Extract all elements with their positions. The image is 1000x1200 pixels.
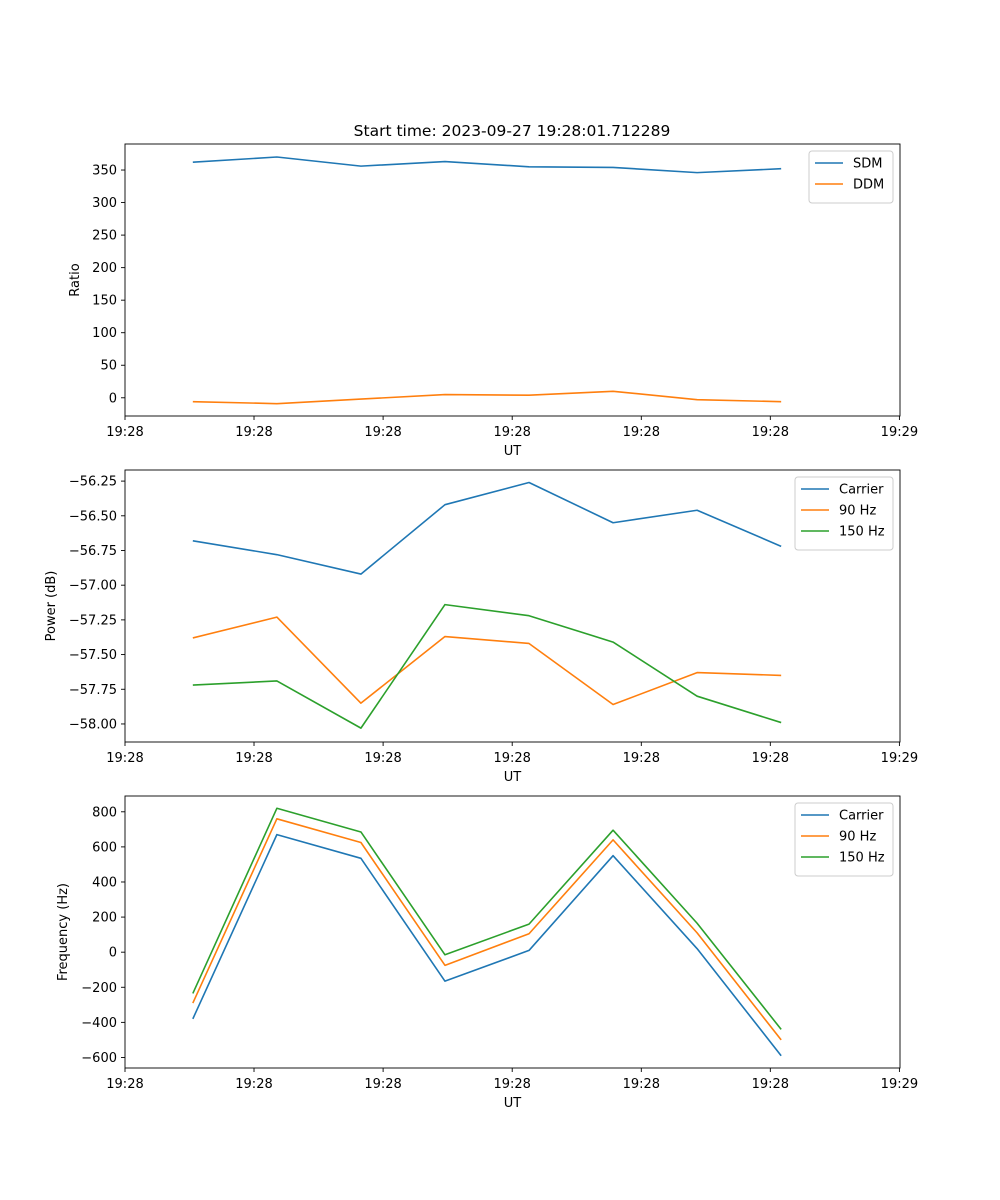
x-axis-label: UT (504, 1096, 522, 1111)
x-tick-label: 19:28 (493, 751, 530, 766)
y-axis-label: Ratio (68, 263, 83, 296)
x-tick-label: 19:29 (881, 751, 918, 766)
y-tick-label: 600 (92, 840, 117, 855)
y-tick-label: 800 (92, 805, 117, 820)
y-tick-label: 150 (92, 294, 117, 309)
y-tick-label: 200 (92, 911, 117, 926)
series-line-ddm (192, 390, 782, 405)
y-tick-label: −400 (81, 1016, 117, 1031)
y-axis-label: Power (dB) (44, 571, 59, 642)
y-axis-label: Frequency (Hz) (56, 883, 71, 981)
legend-label: SDM (853, 157, 882, 172)
legend-label: 150 Hz (839, 525, 885, 540)
x-tick-label: 19:28 (752, 1077, 789, 1092)
x-tick-label: 19:28 (235, 1077, 272, 1092)
x-tick-label: 19:28 (106, 1077, 143, 1092)
subplots: 19:28 19:28 19:28 19:28 19:28 19:28 19:29 0 50 10… (44, 143, 918, 1111)
legend-label: 90 Hz (839, 830, 876, 845)
y-tick-label: −57.00 (69, 579, 117, 594)
legend-label: Carrier (839, 809, 884, 824)
y-tick-label: −600 (81, 1051, 117, 1066)
x-tick-label: 19:28 (364, 751, 401, 766)
y-tick-label: 400 (92, 875, 117, 890)
series-line-90-hz (192, 818, 782, 1041)
y-tick-label: 250 (92, 229, 117, 244)
y-tick-label: −56.50 (69, 509, 117, 524)
subplot-2: 19:28 19:28 19:28 19:28 19:28 19:28 19:29 −58.0… (44, 469, 918, 785)
legend-label: Carrier (839, 483, 884, 498)
series-line-sdm (192, 156, 782, 174)
subplot-1: 19:28 19:28 19:28 19:28 19:28 19:28 19:29 0 50 10… (68, 143, 918, 459)
x-tick-label: 19:28 (623, 751, 660, 766)
chart-title: Start time: 2023-09-27 19:28:01.712289 (354, 122, 671, 140)
legend: Carrier 90 Hz 150 Hz (794, 802, 894, 877)
legend-label: 150 Hz (839, 851, 885, 866)
y-tick-label: −200 (81, 981, 117, 996)
y-tick-label: 350 (92, 164, 117, 179)
series-line-150-hz (192, 603, 782, 729)
series-line-carrier (192, 833, 782, 1057)
subplot-3: 19:28 19:28 19:28 19:28 19:28 19:28 19:29 −600 −… (56, 795, 918, 1111)
y-tick-label: −57.75 (69, 683, 117, 698)
y-tick-label: −56.25 (69, 475, 117, 490)
legend: SDM DDM (808, 150, 894, 204)
x-tick-label: 19:28 (623, 425, 660, 440)
x-tick-label: 19:28 (364, 1077, 401, 1092)
y-tick-label: 300 (92, 196, 117, 211)
legend-label: 90 Hz (839, 504, 876, 519)
x-tick-label: 19:28 (235, 425, 272, 440)
y-tick-label: 0 (109, 946, 117, 961)
x-tick-label: 19:28 (493, 425, 530, 440)
x-tick-label: 19:28 (752, 425, 789, 440)
x-tick-label: 19:29 (881, 425, 918, 440)
x-tick-label: 19:28 (235, 751, 272, 766)
series-line-90-hz (192, 616, 782, 706)
series-line-carrier (192, 481, 782, 575)
x-tick-label: 19:28 (623, 1077, 660, 1092)
y-tick-label: −57.50 (69, 648, 117, 663)
x-axis-label: UT (504, 770, 522, 785)
series-line-150-hz (192, 807, 782, 1030)
x-tick-label: 19:29 (881, 1077, 918, 1092)
x-tick-label: 19:28 (106, 425, 143, 440)
legend-label: DDM (853, 178, 884, 193)
legend: Carrier 90 Hz 150 Hz (794, 476, 894, 551)
x-axis-label: UT (504, 444, 522, 459)
x-tick-label: 19:28 (364, 425, 401, 440)
y-tick-label: 0 (109, 391, 117, 406)
legend-box (808, 150, 894, 204)
x-tick-label: 19:28 (493, 1077, 530, 1092)
x-tick-label: 19:28 (106, 751, 143, 766)
y-tick-label: 100 (92, 326, 117, 341)
y-tick-label: 50 (100, 359, 117, 374)
x-tick-label: 19:28 (752, 751, 789, 766)
y-tick-label: −56.75 (69, 544, 117, 559)
y-tick-label: −57.25 (69, 613, 117, 628)
y-tick-label: 200 (92, 261, 117, 276)
y-tick-label: −58.00 (69, 717, 117, 732)
